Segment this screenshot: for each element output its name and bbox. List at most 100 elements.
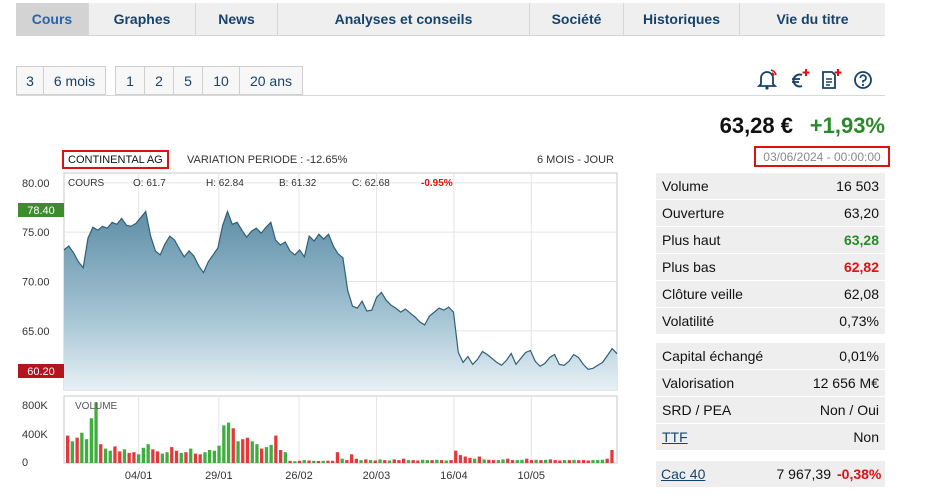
volume-bar — [146, 444, 150, 463]
volume-tick-label: 400K — [22, 429, 48, 441]
stats-row: TTF Non — [656, 423, 885, 451]
stat-label: Clôture veille — [656, 280, 801, 308]
volume-bar — [402, 458, 406, 463]
volume-bar — [312, 460, 316, 463]
stats-table-2: Capital échangé 0,01% Valorisation 12 656 M… — [656, 343, 885, 451]
price-chart[interactable]: 80.00 75.00 70.00 65.00 800K 400K 0 04/01 29/0… — [0, 168, 625, 498]
close-value: C: 62.68 — [352, 178, 390, 189]
x-tick-label: 10/05 — [518, 470, 546, 482]
volume-bar — [473, 458, 477, 463]
volume-bar — [208, 450, 212, 463]
index-row: Cac 40 7 967,39 -0,38% — [656, 461, 885, 487]
volume-bar — [174, 450, 179, 463]
stock-name: CONTINENTAL AG — [62, 150, 169, 169]
volume-bar — [534, 459, 538, 464]
open-value: O: 61.7 — [133, 178, 166, 189]
volume-bar — [562, 460, 567, 463]
cours-label: COURS — [68, 178, 104, 189]
help-icon[interactable] — [852, 68, 874, 90]
volume-bar — [94, 402, 98, 463]
volume-bar — [151, 449, 155, 463]
stat-label: Volatilité — [656, 307, 801, 335]
last-price: 63,28 € — [719, 113, 793, 138]
quote-date: 03/06/2024 - 00:00:00 — [754, 146, 890, 167]
stat-value: 12 656 M€ — [791, 369, 885, 397]
volume-bar — [425, 460, 429, 463]
volume-bar — [250, 441, 254, 463]
stat-value: 62,08 — [800, 280, 885, 308]
volume-bar — [454, 450, 458, 463]
volume-bar — [567, 460, 571, 463]
stats-row: Valorisation 12 656 M€ — [656, 369, 885, 397]
volume-bar — [89, 418, 93, 463]
volume-bar — [350, 454, 354, 463]
volume-bar — [411, 460, 415, 463]
period-20-years[interactable]: 20 ans — [239, 66, 303, 95]
period-3-months[interactable]: 3 — [16, 66, 43, 95]
volume-bar — [165, 452, 169, 463]
stat-label: Plus haut — [656, 226, 801, 254]
volume-bar — [501, 459, 505, 463]
stats-table: Volume 16 503 Ouverture 63,20 Plus haut 63,28… — [656, 173, 885, 335]
tab-cours[interactable]: Cours — [16, 3, 89, 35]
low-badge-bg — [18, 364, 64, 378]
volume-bar — [236, 441, 240, 463]
volume-bar — [421, 459, 425, 464]
period-2-years[interactable]: 2 — [144, 66, 173, 95]
high-badge: 78.40 — [27, 205, 55, 217]
volume-bar — [572, 459, 576, 464]
x-tick-label: 20/03 — [363, 470, 391, 482]
stats-row: SRD / PEA Non / Oui — [656, 396, 885, 424]
volume-bar — [99, 444, 103, 463]
euro-add-icon[interactable] — [788, 68, 810, 90]
period-change-pct: -0.95% — [421, 178, 453, 189]
tab-vie-du-titre[interactable]: Vie du titre — [740, 3, 885, 35]
volume-bar — [231, 428, 235, 463]
volume-tick-label: 0 — [22, 457, 28, 469]
volume-bar — [84, 439, 89, 463]
period-5-years[interactable]: 5 — [173, 66, 202, 95]
volume-bar — [103, 448, 108, 463]
volume-bar — [383, 460, 387, 463]
volume-bar — [70, 441, 74, 463]
document-add-icon[interactable] — [820, 68, 842, 90]
stat-value: 63,28 — [800, 226, 885, 254]
volume-bar — [529, 460, 534, 463]
tab-graphes[interactable]: Graphes — [89, 3, 196, 35]
high-badge-bg — [18, 203, 64, 217]
period-10-years[interactable]: 10 — [202, 66, 239, 95]
tab-historiques[interactable]: Historiques — [624, 3, 740, 35]
volume-bar — [340, 458, 344, 463]
bell-alert-icon[interactable] — [756, 68, 778, 90]
volume-bar — [170, 447, 174, 463]
volume-bar — [506, 458, 510, 463]
period-1-year[interactable]: 1 — [115, 66, 144, 95]
stat-value: Non — [791, 423, 885, 451]
volume-bar — [491, 460, 496, 463]
tab-news[interactable]: News — [196, 3, 278, 35]
volume-bar — [274, 435, 278, 463]
index-link[interactable]: Cac 40 — [661, 466, 706, 482]
stat-value: 63,20 — [800, 199, 885, 227]
volume-bar — [255, 444, 259, 463]
volume-bar — [288, 460, 292, 463]
volume-bar — [406, 460, 411, 463]
tab-analyses[interactable]: Analyses et conseils — [278, 3, 530, 35]
volume-bar — [316, 461, 321, 463]
volume-bar — [75, 437, 79, 463]
volume-bar — [387, 460, 392, 463]
volume-bar — [482, 459, 486, 463]
volume-bar — [610, 450, 614, 463]
y-tick-label: 80.00 — [22, 178, 50, 190]
volume-bar — [368, 460, 373, 463]
stat-label[interactable]: TTF — [656, 423, 792, 451]
period-6-months[interactable]: 6 mois — [43, 66, 106, 95]
tab-societe[interactable]: Société — [530, 3, 624, 35]
volume-bar — [66, 435, 70, 463]
volume-bar — [477, 456, 481, 463]
volume-bar — [397, 460, 401, 463]
volume-bar — [596, 460, 600, 463]
volume-bar — [515, 460, 519, 463]
volume-bar — [80, 432, 84, 463]
volume-bar — [581, 460, 586, 463]
